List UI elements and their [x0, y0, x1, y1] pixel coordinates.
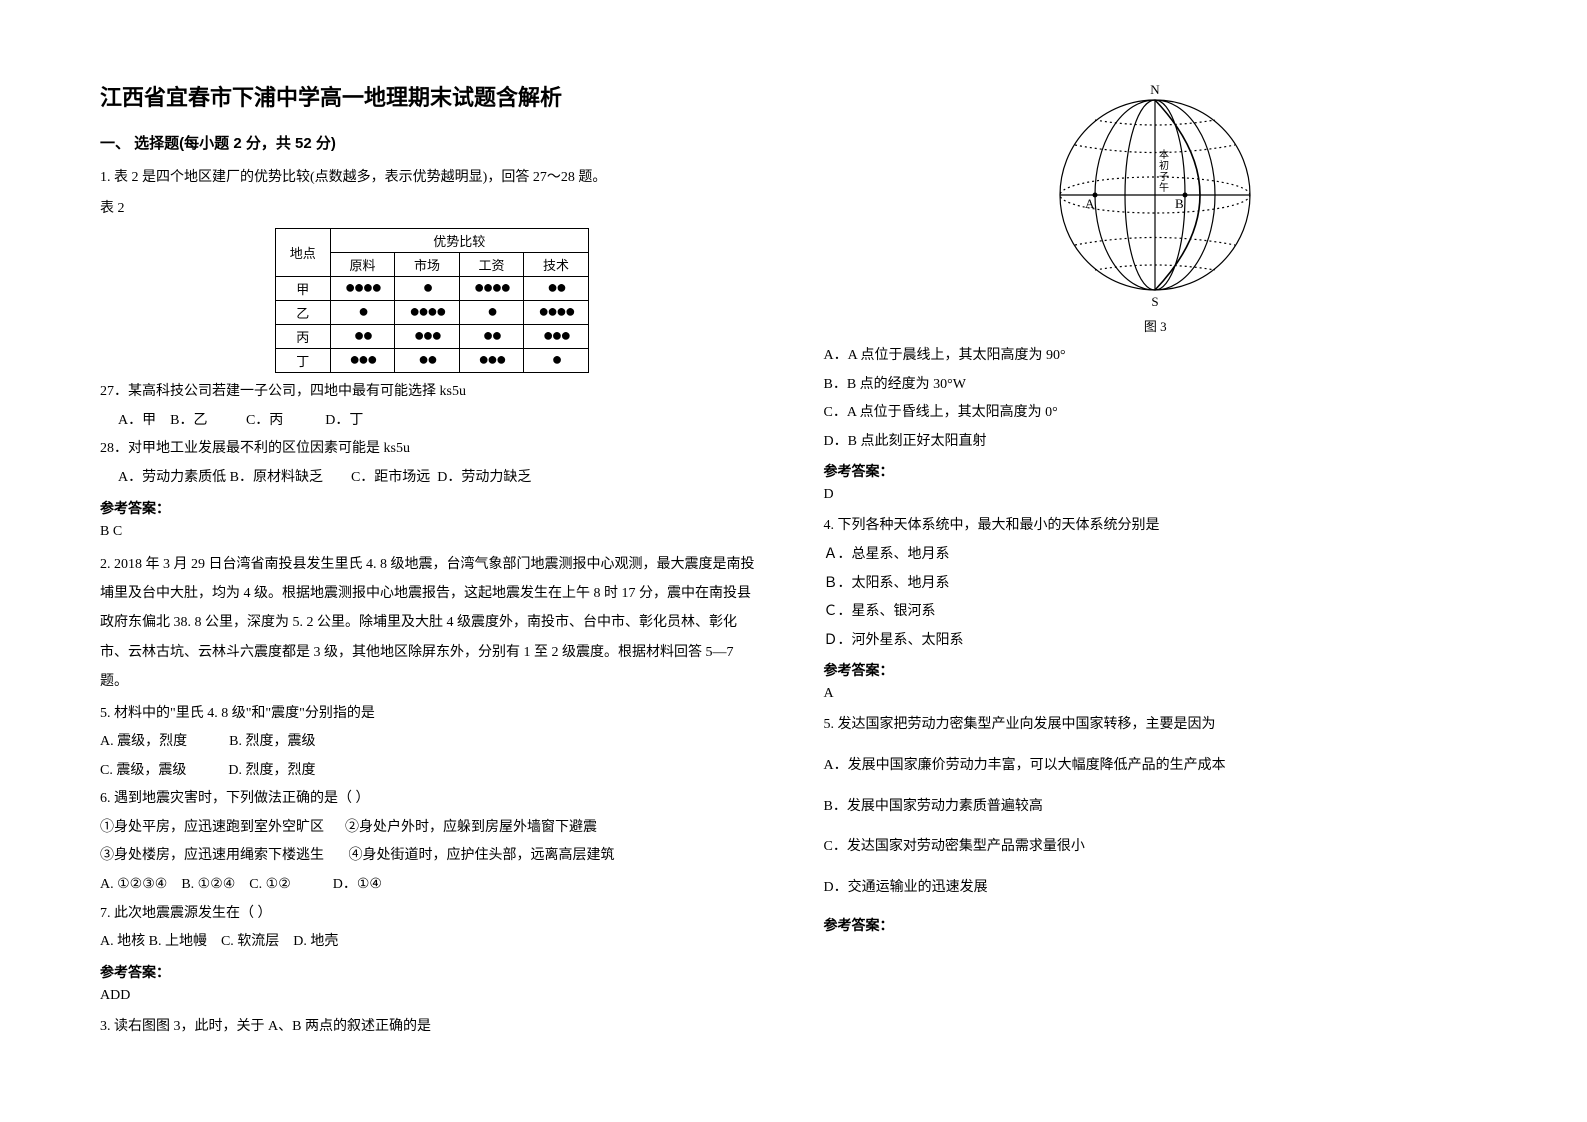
q5b-opt-d: D．交通运输业的迅速发展	[824, 875, 1488, 902]
th-col-0: 原料	[330, 253, 395, 277]
q5-opts-cd: C. 震级，震级 D. 烈度，烈度	[100, 758, 764, 785]
dots-cell: ●●	[524, 277, 589, 301]
q5b-stem: 5. 发达国家把劳动力密集型产业向发展中国家转移，主要是因为	[824, 712, 1488, 739]
globe-label-n: N	[1151, 82, 1161, 97]
q5b-opt-c: C．发达国家对劳动密集型产品需求量很小	[824, 834, 1488, 861]
table-row: 丁 ●●● ●● ●●● ●	[275, 349, 588, 373]
svg-text:本: 本	[1159, 148, 1169, 161]
dots-cell: ●●●	[524, 325, 589, 349]
globe-point-a	[1093, 193, 1098, 198]
row-place: 丁	[275, 349, 330, 373]
q4-opt-d: Ｄ．河外星系、太阳系	[824, 628, 1488, 655]
globe-label-b: B	[1175, 196, 1184, 211]
q3-opt-a: A．A 点位于晨线上，其太阳高度为 90°	[824, 343, 1488, 370]
globe-label-s: S	[1152, 294, 1159, 309]
q5-opts-ab: A. 震级，烈度 B. 烈度，震级	[100, 729, 764, 756]
svg-text:午: 午	[1159, 181, 1169, 194]
row-place: 乙	[275, 301, 330, 325]
dots-cell: ●●●	[459, 349, 524, 373]
q4-stem: 4. 下列各种天体系统中，最大和最小的天体系统分别是	[824, 513, 1488, 540]
dots-cell: ●●	[330, 325, 395, 349]
dots-cell: ●●	[395, 349, 460, 373]
answer-heading: 参考答案：	[100, 498, 764, 518]
q3-answer: D	[824, 487, 1488, 503]
globe-point-b	[1183, 193, 1188, 198]
q3-opt-c: C．A 点位于昏线上，其太阳高度为 0°	[824, 400, 1488, 427]
row-place: 丙	[275, 325, 330, 349]
svg-text:初: 初	[1159, 159, 1169, 172]
answer-heading: 参考答案：	[824, 915, 1488, 935]
answer-heading: 参考答案：	[824, 660, 1488, 680]
dots-cell: ●●●	[395, 325, 460, 349]
doc-title: 江西省宜春市下浦中学高一地理期末试题含解析	[100, 80, 764, 112]
q6-options: A. ①②③④ B. ①②④ C. ①② D．①④	[100, 872, 764, 899]
left-column: 江西省宜春市下浦中学高一地理期末试题含解析 一、 选择题(每小题 2 分，共 5…	[100, 80, 764, 1082]
q27-stem: 27．某高科技公司若建一子公司，四地中最有可能选择 ks5u	[100, 379, 764, 406]
q28-options: A．劳动力素质低 B．原材料缺乏 C．距市场远 D．劳动力缺乏	[100, 465, 764, 492]
table-row: 丙 ●● ●●● ●● ●●●	[275, 325, 588, 349]
dots-cell: ●●●●	[330, 277, 395, 301]
q6-choices-12: ①身处平房，应迅速跑到室外空旷区 ②身处户外时，应躲到房屋外墙窗下避震	[100, 815, 764, 842]
q27-options: A．甲 B．乙 C．丙 D．丁	[100, 408, 764, 435]
table-row: 甲 ●●●● ● ●●●● ●●	[275, 277, 588, 301]
table-row: 乙 ● ●●●● ● ●●●●	[275, 301, 588, 325]
dots-cell: ●	[524, 349, 589, 373]
q4-opt-b: Ｂ．太阳系、地月系	[824, 571, 1488, 598]
dots-cell: ●	[330, 301, 395, 325]
q1-intro: 1. 表 2 是四个地区建厂的优势比较(点数越多，表示优势越明显)，回答 27～…	[100, 165, 764, 192]
q7-stem: 7. 此次地震震源发生在（ ）	[100, 901, 764, 928]
section-1-heading: 一、 选择题(每小题 2 分，共 52 分)	[100, 132, 764, 153]
dots-cell: ●	[395, 277, 460, 301]
globe-svg: N S A B 本 初 子 午 本初子午线	[1035, 80, 1275, 310]
th-place: 地点	[275, 229, 330, 277]
q4-opt-a: Ａ．总星系、地月系	[824, 542, 1488, 569]
q1-table-label: 表 2	[100, 196, 764, 223]
q5b-opt-a: A．发展中国家廉价劳动力丰富，可以大幅度降低产品的生产成本	[824, 753, 1488, 780]
globe-label-a: A	[1085, 196, 1095, 211]
q5b-opt-b: B．发展中国家劳动力素质普遍较高	[824, 794, 1488, 821]
q28-stem: 28．对甲地工业发展最不利的区位因素可能是 ks5u	[100, 436, 764, 463]
dots-cell: ●●●●	[524, 301, 589, 325]
q3-opt-b: B．B 点的经度为 30°W	[824, 372, 1488, 399]
right-column: N S A B 本 初 子 午 本初子午线 图 3 A．A 点位于晨线上，其太阳…	[824, 80, 1488, 1082]
advantage-table: 地点 优势比较 原料 市场 工资 技术 甲 ●●●● ● ●●●● ●● 乙 ●…	[275, 228, 589, 373]
th-col-3: 技术	[524, 253, 589, 277]
answer-heading: 参考答案：	[824, 461, 1488, 481]
dots-cell: ●●●●	[395, 301, 460, 325]
dots-cell: ●	[459, 301, 524, 325]
q3-opt-d: D．B 点此刻正好太阳直射	[824, 429, 1488, 456]
th-col-2: 工资	[459, 253, 524, 277]
q2-intro: 2. 2018 年 3 月 29 日台湾省南投县发生里氏 4. 8 级地震，台湾…	[100, 550, 764, 697]
q6-choices-34: ③身处楼房，应迅速用绳索下楼逃生 ④身处街道时，应护住头部，远离高层建筑	[100, 843, 764, 870]
q1-answer: B C	[100, 524, 764, 540]
q3-stem: 3. 读右图图 3，此时，关于 A、B 两点的叙述正确的是	[100, 1014, 764, 1041]
th-col-1: 市场	[395, 253, 460, 277]
globe-figure: N S A B 本 初 子 午 本初子午线	[824, 80, 1488, 310]
th-group: 优势比较	[330, 229, 588, 253]
globe-caption: 图 3	[824, 316, 1488, 335]
answer-heading: 参考答案：	[100, 962, 764, 982]
q6-stem: 6. 遇到地震灾害时，下列做法正确的是（ ）	[100, 786, 764, 813]
q7-options: A. 地核 B. 上地幔 C. 软流层 D. 地壳	[100, 929, 764, 956]
q4-answer: A	[824, 686, 1488, 702]
q2-answer: ADD	[100, 988, 764, 1004]
dots-cell: ●●●●	[459, 277, 524, 301]
svg-text:子: 子	[1159, 171, 1169, 183]
dots-cell: ●●●	[330, 349, 395, 373]
q5-stem: 5. 材料中的"里氏 4. 8 级"和"震度"分别指的是	[100, 701, 764, 728]
q4-opt-c: Ｃ．星系、银河系	[824, 599, 1488, 626]
prime-meridian-label: 本 初 子 午 本初子午线	[1159, 148, 1169, 194]
row-place: 甲	[275, 277, 330, 301]
dots-cell: ●●	[459, 325, 524, 349]
